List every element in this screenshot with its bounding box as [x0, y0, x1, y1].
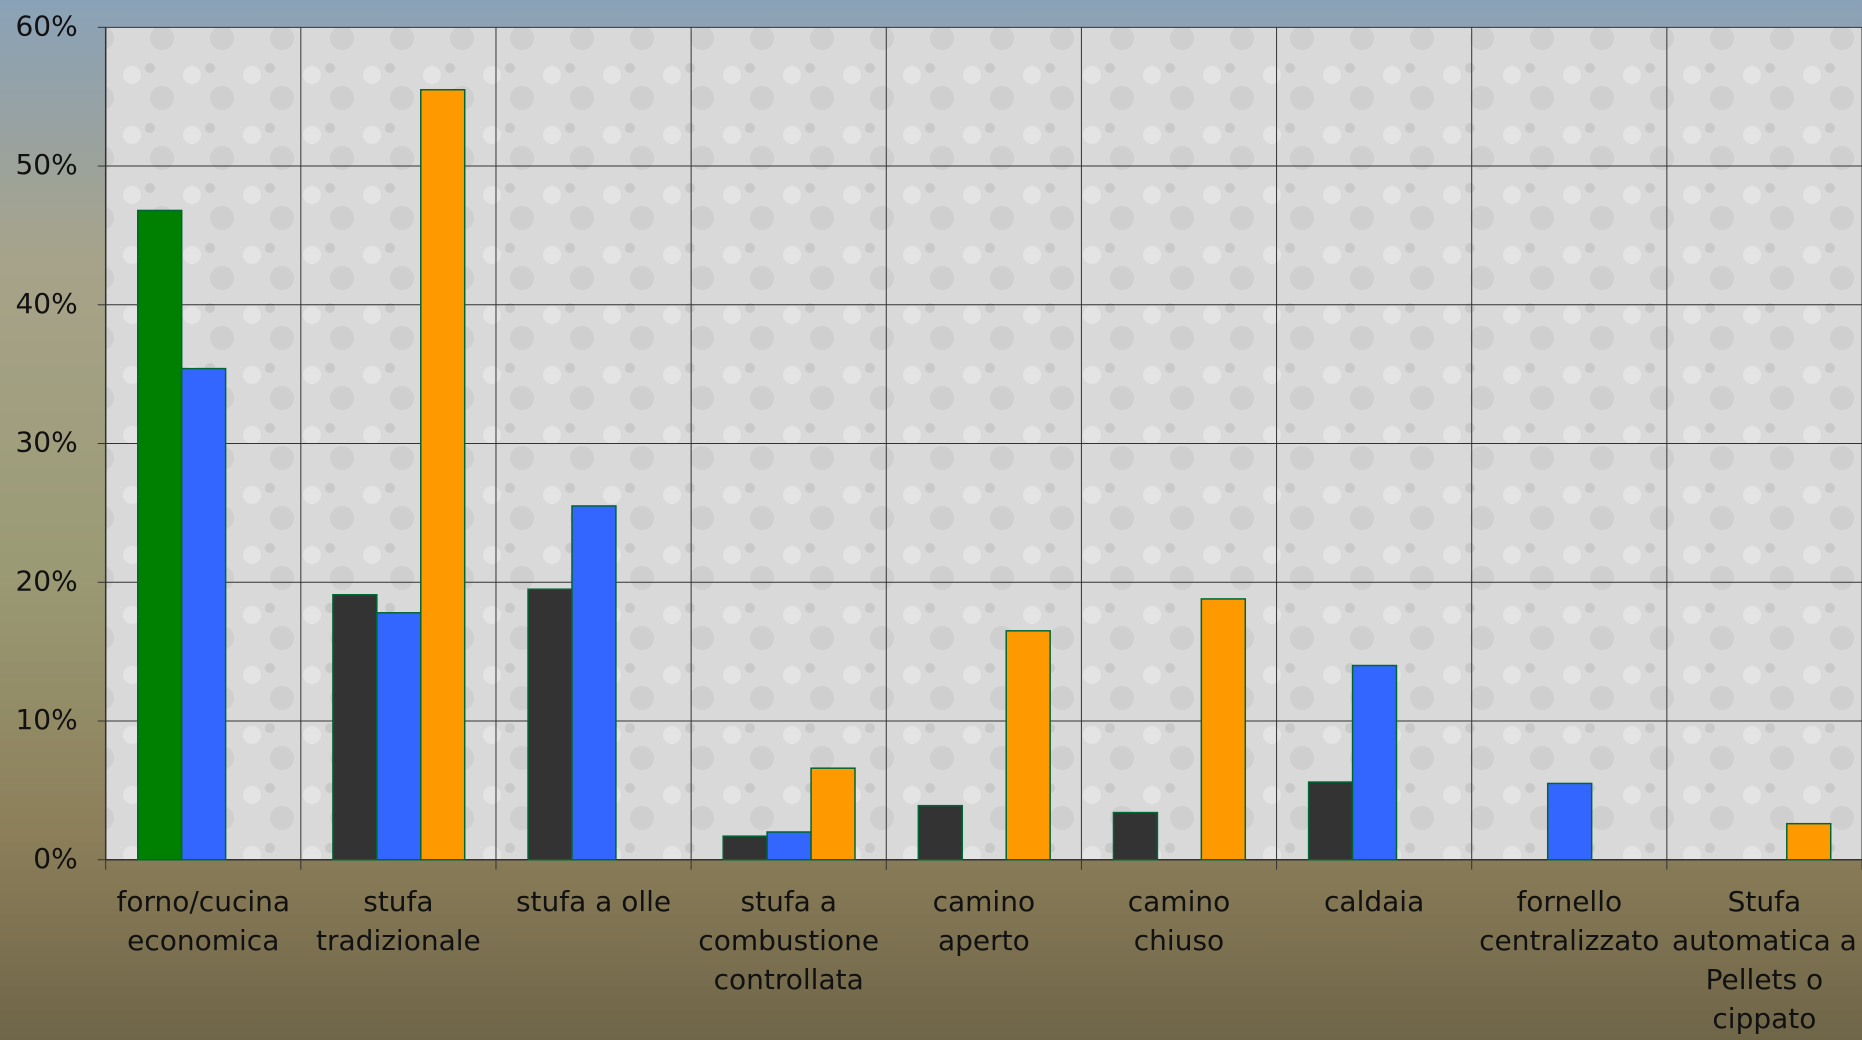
x-tick-label: fornello centralizzato: [1479, 884, 1660, 957]
y-tick-label: 0%: [33, 842, 77, 875]
x-tick-label: caldaia: [1324, 884, 1425, 918]
bar: [137, 209, 183, 861]
x-tick-label: camino aperto: [932, 884, 1036, 957]
y-tick-label: 30%: [15, 426, 77, 459]
bar: [376, 612, 422, 861]
x-tick-label: stufa tradizionale: [316, 884, 481, 957]
x-tick-label: forno/cucina economica: [116, 884, 291, 957]
bar: [1351, 664, 1398, 861]
y-tick-label: 60%: [15, 9, 77, 42]
bar: [810, 767, 856, 861]
bar: [766, 831, 812, 861]
bar: [1786, 822, 1832, 861]
bar: [180, 367, 227, 861]
bar: [1546, 782, 1593, 861]
bar: [420, 88, 466, 861]
y-tick-label: 40%: [15, 287, 77, 320]
y-tick-label: 20%: [15, 564, 77, 597]
bar: [571, 505, 617, 861]
bar: [1307, 781, 1354, 861]
bar: [527, 588, 573, 861]
bar: [332, 594, 378, 861]
x-tick-label: Stufa automatica a Pellets o cippato: [1672, 884, 1857, 1035]
x-tick-label: camino chiuso: [1127, 884, 1231, 957]
bar: [722, 835, 768, 861]
y-tick-label: 50%: [15, 148, 77, 181]
bar: [1200, 598, 1247, 861]
x-tick-label: stufa a olle: [515, 884, 672, 918]
x-tick-label: stufa a combustione controllata: [698, 884, 880, 996]
bar: [1005, 630, 1051, 861]
y-tick-label: 10%: [15, 703, 77, 736]
bar: [1112, 811, 1159, 861]
bar: [917, 804, 964, 861]
